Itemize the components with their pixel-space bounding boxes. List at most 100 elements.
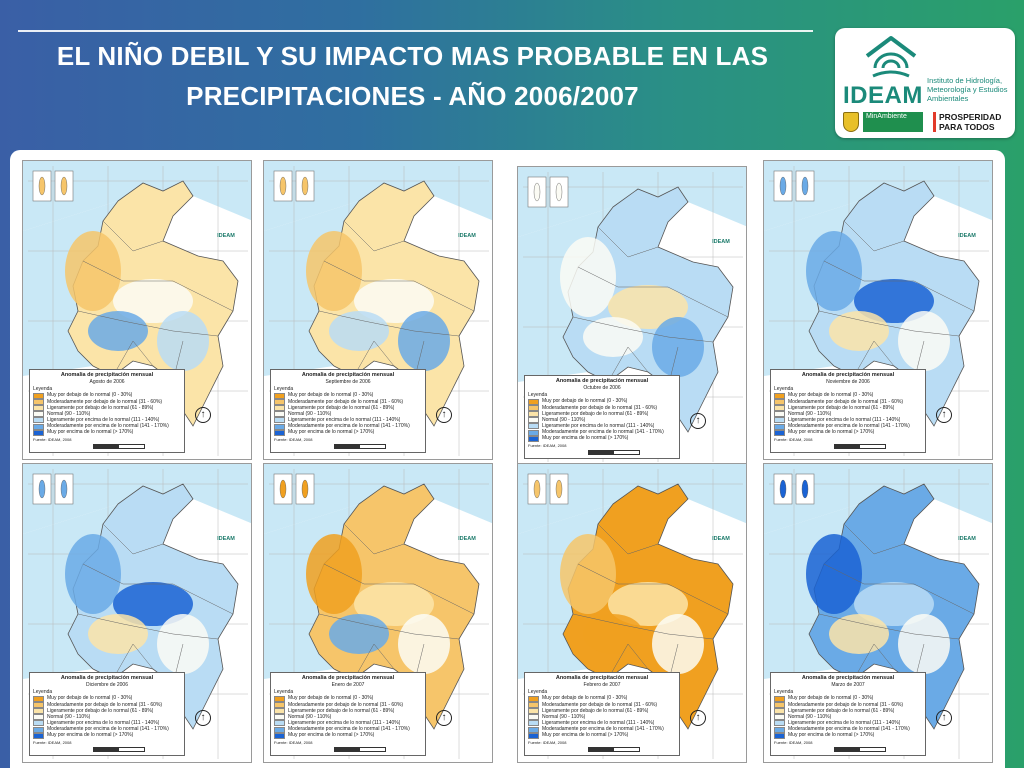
legend-label: Moderadamente por debajo de lo normal (3… [288,701,404,708]
legend-label: Normal (90 - 110%) [288,713,332,720]
legend-label: Muy por encima de lo normal (> 170%) [788,732,875,739]
scale-bar [834,747,886,752]
legend-entry: Moderadamente por encima de lo normal (1… [528,429,676,436]
map-legend: Anomalia de precipitación mensual Enero d… [270,672,426,756]
anomaly-patch [854,279,934,323]
department-boundaries [572,523,729,685]
legend-label: Ligeramente por debajo de lo normal (61 … [542,410,649,417]
legend-label: Muy por encima de lo normal (> 170%) [288,429,375,436]
legend-entry: Ligeramente por encima de lo normal (111… [33,720,181,727]
legend-source: Fuente: IDEAM, 2008 [774,739,813,745]
ideam-mini-logo: IDEAM [217,536,235,542]
island-shape [279,176,287,196]
legend-entry: Moderadamente por debajo de lo normal (3… [528,405,676,411]
island-shape [38,176,46,196]
legend-title: Anomalia de precipitación mensual [60,372,154,378]
legend-heading: Leyenda [774,689,794,695]
legend-swatch [274,720,285,727]
legend-entry: Ligeramente por encima de lo normal (111… [33,417,181,424]
legend-swatch [528,732,539,739]
legend-source: Fuente: IDEAM, 2008 [274,739,313,745]
map-legend: Anomalia de precipitación mensual Marzo d… [770,672,926,756]
anomaly-patch [829,614,889,654]
legend-label: Muy por debajo de lo normal (0 - 30%) [47,695,133,702]
legend-entry: Muy por encima de lo normal (> 170%) [774,429,922,436]
legend-source: Fuente: IDEAM, 2008 [528,442,567,448]
legend-entry: Normal (90 - 110%) [33,714,181,721]
legend-entry: Normal (90 - 110%) [33,411,181,418]
legend-entry: Ligeramente por encima de lo normal (111… [774,417,922,424]
legend-entry: Ligeramente por debajo de lo normal (61 … [528,708,676,714]
island-shape [38,479,46,499]
legend-label: Moderadamente por debajo de lo normal (3… [47,398,163,405]
legend-entry: Muy por encima de lo normal (> 170%) [274,732,422,739]
legend-swatch [774,732,785,739]
department-boundaries [572,226,729,388]
legend-label: Moderadamente por debajo de lo normal (3… [542,701,658,708]
legend-label: Moderadamente por encima de lo normal (1… [788,423,910,430]
title-line-2: PRECIPITACIONES - AÑO 2006/2007 [186,81,639,111]
ideam-mini-logo: IDEAM [712,536,730,542]
legend-entry: Normal (90 - 110%) [774,411,922,418]
legend-entry: Ligeramente por debajo de lo normal (61 … [774,708,922,714]
island-shape [555,479,563,499]
legend-swatch [774,429,785,436]
legend-swatch [774,701,785,708]
legend-label: Ligeramente por encima de lo normal (111… [542,720,655,727]
department-boundaries [77,220,234,382]
legend-swatch [774,720,785,727]
legend-month: Enero de 2007 [331,681,365,688]
legend-entry: Muy por encima de lo normal (> 170%) [33,429,181,436]
legend-entry: Moderadamente por encima de lo normal (1… [33,726,181,733]
legend-entry: Ligeramente por debajo de lo normal (61 … [774,405,922,411]
legend-label: Normal (90 - 110%) [288,410,332,417]
precipitation-anomaly-map: IDEAM Anomalia de precipitación mensual Fe… [517,463,747,763]
scale-bar [93,444,145,449]
north-arrow-icon: ↑ [936,710,952,726]
legend-entry: Moderadamente por encima de lo normal (1… [774,423,922,430]
legend-entry: Muy por debajo de lo normal (0 - 30%) [774,695,922,702]
anomaly-patch [854,582,934,626]
legend-source: Fuente: IDEAM, 2008 [33,436,72,442]
legend-label: Normal (90 - 110%) [542,713,586,720]
legend-swatch [33,398,44,405]
legend-swatch [274,404,285,411]
precipitation-anomaly-map: IDEAM Anomalia de precipitación mensual Se… [263,160,493,460]
legend-entry: Normal (90 - 110%) [528,417,676,424]
legend-entry: Normal (90 - 110%) [274,410,422,418]
map-legend: Anomalia de precipitación mensual Septiem… [270,369,426,453]
legend-label: Ligeramente por encima de lo normal (111… [288,417,401,424]
legend-heading: Leyenda [274,386,294,392]
legend-label: Moderadamente por encima de lo normal (1… [542,726,664,733]
island-shape [533,479,541,499]
legend-label: Ligeramente por encima de lo normal (111… [47,417,160,424]
legend-month: Febrero de 2007 [583,681,621,688]
title-area: EL NIÑO DEBIL Y SU IMPACTO MAS PROBABLE … [0,0,825,140]
legend-entry: Normal (90 - 110%) [274,713,422,721]
legend-entry: Moderadamente por encima de lo normal (1… [274,423,422,430]
legend-label: Ligeramente por encima de lo normal (111… [542,423,655,430]
scale-bar [588,450,640,455]
anomaly-patch [608,582,688,626]
legend-label: Ligeramente por debajo de lo normal (61 … [788,404,895,411]
island-shape [779,176,787,196]
legend-swatch [274,732,285,739]
legend-swatch [774,417,785,424]
ideam-mini-logo: IDEAM [958,536,976,542]
north-arrow-icon: ↑ [195,407,211,423]
legend-swatch [274,429,285,436]
anomaly-patch [829,311,889,351]
legend-label: Muy por encima de lo normal (> 170%) [542,435,629,442]
legend-title: Anomalia de precipitación mensual [301,675,395,681]
north-arrow-icon: ↑ [436,407,452,423]
legend-swatch [33,429,44,436]
legend-swatch [33,714,44,721]
legend-swatch [33,392,44,399]
legend-entry: Moderadamente por encima de lo normal (1… [528,726,676,733]
legend-swatch [528,720,539,727]
legend-swatch [528,435,539,442]
ideam-mini-logo: IDEAM [458,536,476,542]
legend-month: Marzo de 2007 [831,681,865,688]
legend-entry: Muy por debajo de lo normal (0 - 30%) [274,695,422,702]
legend-label: Ligeramente por debajo de lo normal (61 … [47,404,154,411]
